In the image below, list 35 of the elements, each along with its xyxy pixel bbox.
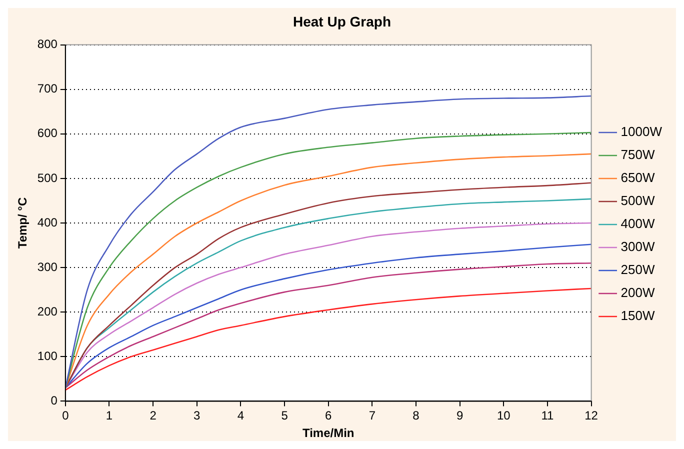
y-tick-label: 700	[37, 82, 58, 96]
y-tick-label: 0	[50, 394, 58, 408]
x-tick-label: 7	[368, 408, 376, 423]
x-tick-label: 4	[237, 408, 244, 423]
y-tick-label: 400	[37, 215, 58, 230]
chart-title: Heat Up Graph	[292, 13, 392, 30]
y-tick-label: 600	[37, 126, 58, 140]
y-tick-label: 500	[37, 170, 58, 185]
x-tick-label: 5	[281, 408, 288, 423]
legend-label: 400W	[620, 216, 656, 232]
x-tick-label: 1	[106, 408, 113, 423]
x-tick-label: 12	[584, 408, 598, 423]
legend-label: 300W	[620, 239, 656, 254]
x-axis-title: Time/Min	[302, 426, 354, 440]
x-tick-label: 2	[150, 408, 157, 423]
x-tick-label: 8	[412, 408, 420, 423]
y-tick-label: 300	[37, 260, 58, 274]
y-tick-label: 100	[37, 348, 58, 363]
legend-label: 150W	[620, 308, 656, 324]
legend-label: 500W	[620, 193, 656, 208]
legend-label: 1000W	[620, 124, 663, 140]
x-tick-label: 9	[456, 408, 464, 423]
x-tick-label: 6	[325, 408, 332, 423]
line-series	[65, 288, 592, 391]
y-tick-label: 200	[37, 304, 58, 318]
legend-label: 200W	[620, 285, 656, 300]
legend-label: 650W	[620, 170, 656, 186]
x-tick-label: 10	[496, 408, 511, 423]
y-tick-label: 800	[37, 37, 58, 52]
x-tick-label: 0	[62, 408, 70, 423]
y-axis-title: Temp/ °C	[16, 197, 30, 249]
x-tick-label: 3	[194, 408, 201, 423]
legend-label: 250W	[620, 262, 656, 278]
legend-label: 750W	[620, 147, 656, 162]
x-tick-label: 11	[541, 408, 554, 423]
